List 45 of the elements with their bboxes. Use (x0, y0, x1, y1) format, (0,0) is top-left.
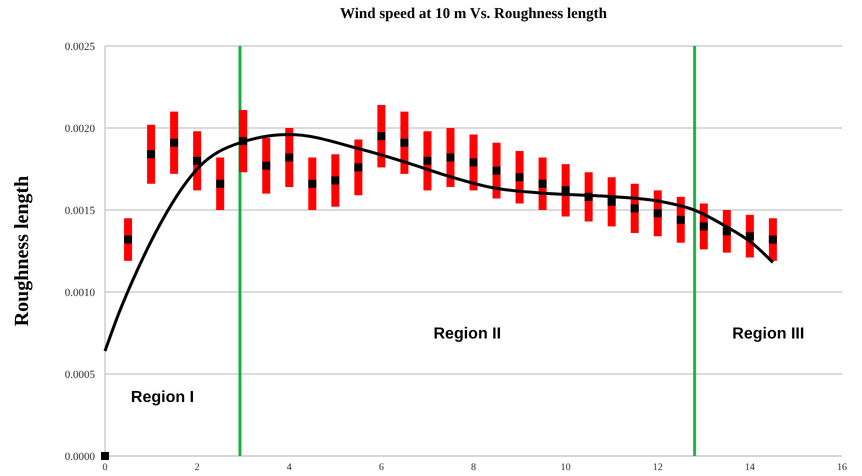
point (676, 216, 685, 224)
x-tick-label: 12 (652, 462, 663, 473)
point (492, 166, 501, 175)
y-tick-label: 0.0025 (64, 40, 96, 53)
x-tick-label: 2 (194, 462, 200, 473)
point (216, 180, 224, 188)
point (193, 156, 202, 165)
x-tick-label: 0 (102, 462, 108, 473)
point (377, 132, 386, 140)
y-tick-label: 0.0000 (64, 450, 96, 463)
annotation: Region III (732, 326, 804, 343)
y-axis-title: Roughness length (11, 176, 33, 326)
x-tick-label: 16 (837, 462, 847, 473)
point (423, 156, 432, 165)
x-tick-label: 14 (744, 462, 755, 473)
y-tick-label: 0.0020 (64, 122, 96, 135)
annotation: Region I (130, 389, 194, 406)
x-tick-label: 8 (471, 462, 476, 473)
point (654, 209, 662, 218)
point (768, 236, 777, 244)
x-tick-label: 6 (378, 462, 384, 473)
point (608, 198, 616, 206)
point (101, 452, 109, 460)
point (630, 204, 639, 212)
point (400, 138, 408, 147)
point (147, 150, 156, 158)
chart-title: Wind speed at 10 m Vs. Roughness length (340, 6, 608, 22)
y-tick-label: 0.0010 (64, 286, 96, 299)
point (262, 162, 270, 170)
point (308, 180, 316, 188)
point (446, 154, 454, 162)
x-tick-label: 10 (560, 462, 571, 473)
y-tick-label: 0.0015 (64, 204, 96, 217)
point (470, 158, 478, 166)
point (700, 222, 708, 230)
point (331, 176, 340, 184)
point (124, 236, 132, 244)
point (170, 138, 178, 147)
x-tick-label: 4 (286, 462, 292, 473)
point (538, 180, 547, 188)
point (516, 173, 524, 182)
y-tick-label: 0.0005 (64, 368, 96, 381)
point (285, 154, 294, 162)
point (354, 163, 362, 172)
annotation: Region II (434, 326, 502, 343)
